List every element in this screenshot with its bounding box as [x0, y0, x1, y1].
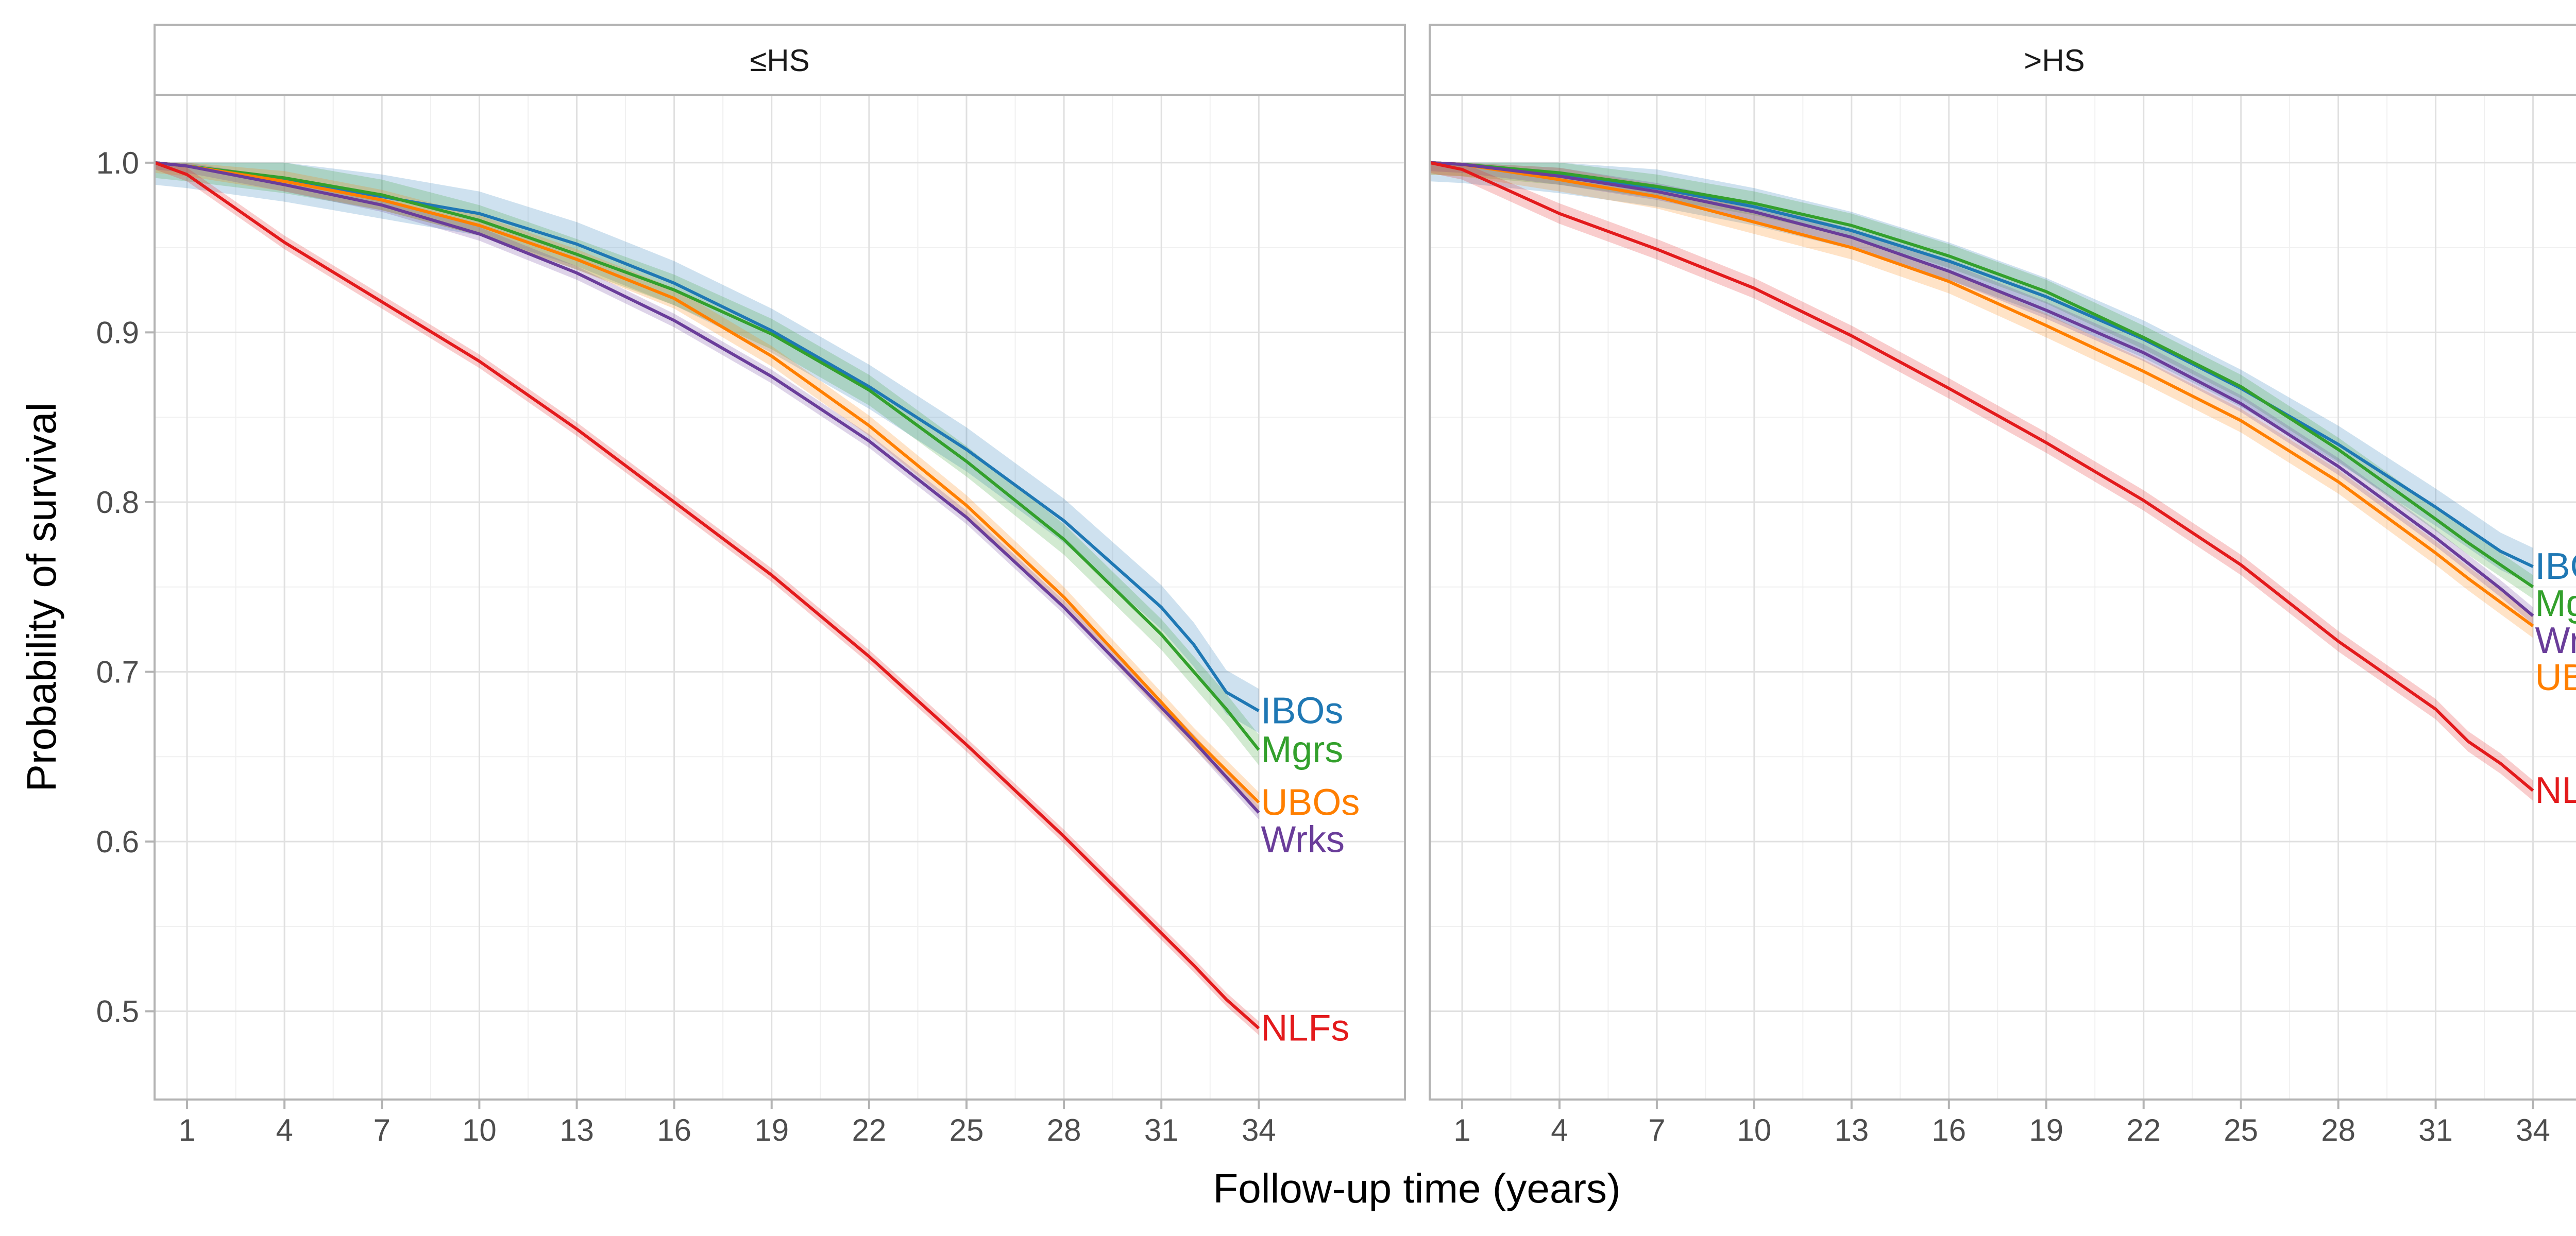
panel-gt-hs: IBOsMgrsWrksUBOs NLFs >HS 1 4 7 10 13 16 19 22 25… — [1429, 24, 2576, 1147]
series-line-ubos — [154, 161, 1260, 804]
x-tick-label: 19 — [754, 1113, 789, 1147]
x-tick-label: 10 — [1737, 1113, 1771, 1147]
panel-le-hs-grid — [155, 95, 1405, 1100]
series-line-ibos — [1429, 161, 2534, 568]
x-tick-label: 22 — [852, 1113, 886, 1147]
series-line-wrks — [1429, 161, 2534, 617]
series-line-mgrs — [1429, 161, 2534, 589]
series-line-ibos — [154, 161, 1260, 712]
x-tick-label: 7 — [1648, 1113, 1665, 1147]
x-tick-label: 4 — [276, 1113, 293, 1147]
y-tick-label: 0.5 — [96, 994, 139, 1029]
series-line-nlfs — [154, 161, 1260, 1029]
series-label-mgrs: Mgrs — [2535, 583, 2576, 624]
series-line-wrks — [154, 161, 1260, 814]
series-line-mgrs — [154, 161, 1260, 751]
x-axis-title: Follow-up time (years) — [1213, 1165, 1620, 1211]
x-tick-label: 25 — [950, 1113, 984, 1147]
panel-le-hs-lines — [154, 161, 1260, 1029]
panel-le-hs-strip — [154, 24, 1406, 96]
panel-gt-hs-lines — [1429, 161, 2534, 792]
panel-le-hs-strip-label: ≤HS — [750, 43, 809, 78]
x-tick-label: 10 — [462, 1113, 497, 1147]
panel-gt-hs-strip — [1429, 24, 2576, 96]
x-tick-label: 16 — [657, 1113, 691, 1147]
x-tick-label: 22 — [2126, 1113, 2161, 1147]
y-tick-label: 0.9 — [96, 315, 139, 350]
y-tick-label: 1.0 — [96, 146, 139, 180]
x-tick-label: 31 — [2418, 1113, 2453, 1147]
panel-le-hs-x-ticks: 1 4 7 10 13 16 19 22 25 28 31 34 — [178, 1100, 1276, 1147]
y-axis-title: Probability of survival — [19, 403, 64, 792]
x-tick-label: 4 — [1551, 1113, 1568, 1147]
x-tick-label: 25 — [2224, 1113, 2258, 1147]
y-tick-label: 0.7 — [96, 655, 139, 690]
panel-gt-hs-x-ticks: 1 4 7 10 13 16 19 22 25 28 31 34 — [1453, 1100, 2550, 1147]
series-label-ibos: IBOs — [1261, 690, 1343, 731]
x-tick-label: 1 — [1453, 1113, 1470, 1147]
x-tick-label: 34 — [1242, 1113, 1276, 1147]
series-label-wrks: Wrks — [2535, 620, 2576, 661]
x-tick-label: 28 — [1047, 1113, 1081, 1147]
series-label-ubos: UBOs — [1261, 782, 1360, 823]
x-tick-label: 13 — [1834, 1113, 1869, 1147]
series-label-ubos: UBOs — [2535, 657, 2576, 698]
x-tick-label: 28 — [2321, 1113, 2355, 1147]
series-label-wrks: Wrks — [1261, 819, 1345, 860]
y-tick-label: 0.6 — [96, 825, 139, 859]
x-tick-label: 19 — [2029, 1113, 2063, 1147]
panel-gt-hs-strip-label: >HS — [2024, 43, 2084, 78]
x-tick-label: 34 — [2516, 1113, 2550, 1147]
y-tick-label: 0.8 — [96, 485, 139, 520]
series-label-ibos: IBOs — [2535, 546, 2576, 587]
series-label-nlfs: NLFs — [2535, 770, 2576, 811]
x-tick-label: 31 — [1144, 1113, 1179, 1147]
x-tick-label: 7 — [374, 1113, 391, 1147]
series-line-nlfs — [1429, 161, 2534, 792]
panel-gt-hs-series-labels: IBOsMgrsWrksUBOs NLFs — [2535, 546, 2576, 811]
series-line-ubos — [1429, 161, 2534, 627]
x-tick-label: 16 — [1931, 1113, 1966, 1147]
series-label-mgrs: Mgrs — [1261, 729, 1343, 770]
series-label-nlfs: NLFs — [1261, 1008, 1349, 1049]
x-tick-label: 1 — [178, 1113, 195, 1147]
x-tick-label: 13 — [560, 1113, 594, 1147]
y-axis-ticks: 0.5 0.6 0.7 0.8 0.9 1.0 — [96, 146, 155, 1029]
